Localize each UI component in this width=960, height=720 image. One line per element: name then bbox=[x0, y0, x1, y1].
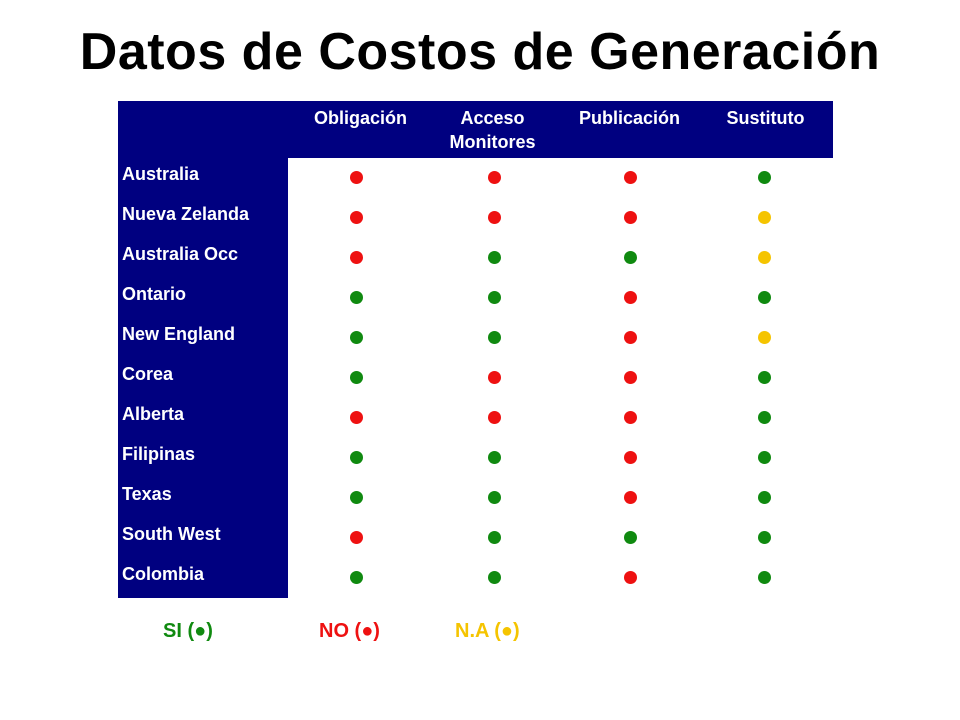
row-label: Alberta bbox=[122, 404, 185, 424]
status-dot-si bbox=[488, 291, 501, 304]
status-dot-si bbox=[758, 371, 771, 384]
legend-si: SI (●) bbox=[163, 620, 213, 642]
row-label: Colombia bbox=[122, 564, 205, 584]
column-header-publicacion: Publicación bbox=[578, 108, 681, 128]
legend-no: NO (●) bbox=[319, 620, 380, 642]
status-dot-no bbox=[624, 491, 637, 504]
status-dot-no bbox=[624, 451, 637, 464]
row-label-column bbox=[118, 158, 288, 598]
status-dot-no bbox=[488, 211, 501, 224]
status-dot-si bbox=[488, 571, 501, 584]
table-row: Australia Occ bbox=[118, 238, 833, 278]
page-title: Datos de Costos de Generación bbox=[79, 23, 881, 81]
row-label: Australia bbox=[122, 164, 200, 184]
row-label: Ontario bbox=[122, 284, 187, 304]
table-row: New England bbox=[118, 318, 833, 358]
status-dot-no bbox=[624, 571, 637, 584]
status-dot-si bbox=[624, 531, 637, 544]
table-header: Obligación Acceso Monitores Publicación … bbox=[118, 101, 833, 158]
status-dot-si bbox=[350, 371, 363, 384]
status-dot-si bbox=[758, 291, 771, 304]
table-row: Corea bbox=[118, 358, 833, 398]
status-dot-si bbox=[758, 531, 771, 544]
table-row: Ontario bbox=[118, 278, 833, 318]
status-dot-si bbox=[758, 411, 771, 424]
column-header-acceso-monitores: Acceso Monitores bbox=[449, 108, 536, 152]
table-row: Filipinas bbox=[118, 438, 833, 478]
status-dot-si bbox=[488, 531, 501, 544]
status-dot-si bbox=[488, 251, 501, 264]
row-label: Filipinas bbox=[122, 444, 196, 464]
table-row: Colombia bbox=[118, 558, 833, 598]
table-row: Texas bbox=[118, 478, 833, 518]
status-dot-si bbox=[488, 491, 501, 504]
status-dot-si bbox=[350, 451, 363, 464]
status-dot-no bbox=[624, 371, 637, 384]
row-label: New England bbox=[122, 324, 236, 344]
status-dot-si bbox=[350, 491, 363, 504]
status-dot-si bbox=[488, 451, 501, 464]
table-row: South West bbox=[118, 518, 833, 558]
status-dot-no bbox=[488, 411, 501, 424]
table-row: Australia bbox=[118, 158, 833, 198]
status-dot-no bbox=[624, 291, 637, 304]
status-dot-no bbox=[624, 411, 637, 424]
status-dot-no bbox=[350, 171, 363, 184]
status-dot-no bbox=[350, 211, 363, 224]
column-header-sustituto: Sustituto bbox=[726, 108, 805, 128]
row-label: Texas bbox=[122, 484, 172, 504]
status-dot-si bbox=[488, 331, 501, 344]
row-label: South West bbox=[122, 524, 221, 544]
status-dot-na bbox=[758, 211, 771, 224]
status-dot-no bbox=[624, 171, 637, 184]
status-dot-si bbox=[350, 291, 363, 304]
status-dot-na bbox=[758, 331, 771, 344]
column-header-obligacion: Obligación bbox=[313, 108, 407, 128]
status-dot-si bbox=[624, 251, 637, 264]
legend-na: N.A (●) bbox=[455, 620, 520, 642]
status-dot-no bbox=[624, 331, 637, 344]
status-dot-no bbox=[350, 251, 363, 264]
status-dot-no bbox=[488, 171, 501, 184]
comparison-table: Obligación Acceso Monitores Publicación … bbox=[118, 101, 833, 598]
table-row: Nueva Zelanda bbox=[118, 198, 833, 238]
status-dot-si bbox=[758, 571, 771, 584]
status-dot-no bbox=[350, 411, 363, 424]
status-dot-si bbox=[350, 571, 363, 584]
status-dot-no bbox=[624, 211, 637, 224]
status-dot-no bbox=[350, 531, 363, 544]
status-dot-no bbox=[488, 371, 501, 384]
row-label: Corea bbox=[122, 364, 174, 384]
status-dot-si bbox=[350, 331, 363, 344]
table-row: Alberta bbox=[118, 398, 833, 438]
row-label: Australia Occ bbox=[122, 244, 239, 264]
status-dot-na bbox=[758, 251, 771, 264]
status-dot-si bbox=[758, 171, 771, 184]
row-label: Nueva Zelanda bbox=[122, 204, 250, 224]
status-dot-si bbox=[758, 451, 771, 464]
status-dot-si bbox=[758, 491, 771, 504]
